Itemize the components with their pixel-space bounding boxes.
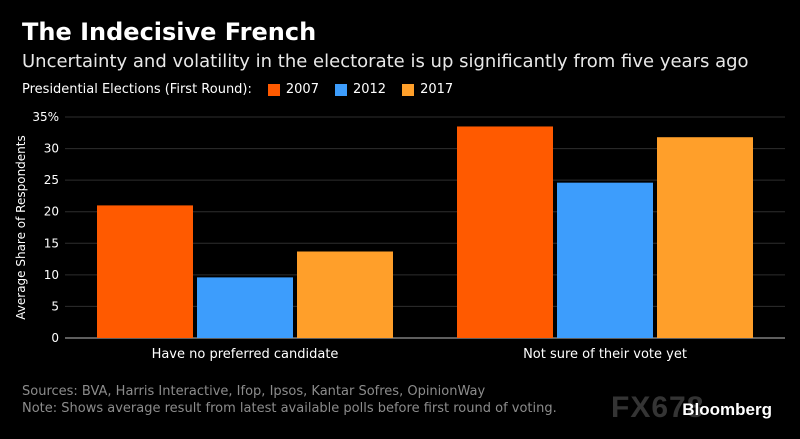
- y-tick-label: 10: [44, 268, 59, 282]
- legend-swatch-2012: [334, 83, 347, 96]
- legend-label: Presidential Elections (First Round):: [22, 82, 252, 97]
- legend-item-2017: 2017: [402, 82, 453, 97]
- bar-2017-2: [657, 137, 753, 338]
- bar-2012-2: [557, 182, 653, 338]
- y-tick-label: 25: [44, 173, 59, 187]
- y-axis-title: Average Share of Respondents: [14, 135, 28, 319]
- y-tick-label: 0: [51, 331, 59, 345]
- legend-text-2007: 2007: [285, 82, 319, 97]
- footer: Sources: BVA, Harris Interactive, Ifop, …: [22, 383, 557, 417]
- chart-title: The Indecisive French: [22, 18, 317, 46]
- y-tick-label: 30: [44, 142, 59, 156]
- bar-2007-1: [97, 205, 193, 338]
- bar-2007-2: [457, 126, 553, 338]
- x-category-label: Have no preferred candidate: [152, 347, 339, 362]
- y-tick-label: 35%: [32, 110, 59, 124]
- bar-2012-1: [197, 277, 293, 338]
- y-tick-label: 20: [44, 205, 59, 219]
- y-tick-label: 15: [44, 236, 59, 250]
- legend-swatch-2017: [402, 83, 415, 96]
- legend-text-2017: 2017: [420, 82, 454, 97]
- methodology-note: Note: Shows average result from latest a…: [22, 401, 557, 416]
- bar-2017-1: [297, 251, 393, 338]
- legend-swatch-2007: [267, 83, 280, 96]
- y-tick-label: 5: [51, 299, 59, 313]
- legend: Presidential Elections (First Round): 20…: [22, 82, 453, 97]
- bloomberg-logo: Bloomberg: [682, 400, 772, 419]
- sources-note: Sources: BVA, Harris Interactive, Ifop, …: [22, 384, 486, 399]
- legend-text-2012: 2012: [352, 82, 387, 97]
- fx678-watermark: FX678: [611, 391, 705, 424]
- x-category-label: Not sure of their vote yet: [523, 347, 687, 362]
- chart-subtitle: Uncertainty and volatility in the electo…: [22, 51, 749, 72]
- legend-item-2012: 2012: [334, 82, 387, 97]
- legend-item-2007: 2007: [267, 82, 319, 97]
